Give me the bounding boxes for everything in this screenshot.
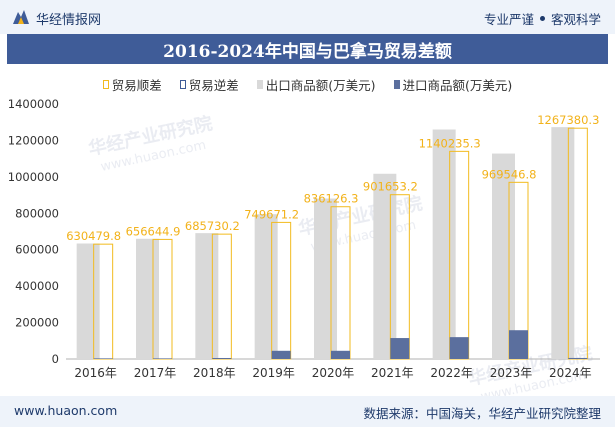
export-bar xyxy=(254,214,278,359)
export-bar xyxy=(195,233,219,359)
legend-swatch-import xyxy=(393,80,400,89)
export-bar xyxy=(492,153,515,359)
import-bar xyxy=(331,350,350,359)
data-label: 685730.2 xyxy=(185,219,240,233)
legend-label-surplus: 贸易顺差 xyxy=(111,78,162,93)
import-bar xyxy=(212,357,232,359)
separator-dot-icon xyxy=(539,16,545,21)
legend-item-import: 进口商品额(万美元) xyxy=(393,75,513,94)
legend-label-export: 出口商品额(万美元) xyxy=(265,78,376,93)
data-label: 969546.8 xyxy=(482,167,537,181)
data-label: 630479.8 xyxy=(66,229,121,243)
y-tick-label: 800000 xyxy=(15,206,59,220)
import-bar xyxy=(390,338,410,359)
data-label: 749671.2 xyxy=(244,207,299,221)
import-bar xyxy=(271,350,291,359)
y-tick-label: 1400000 xyxy=(8,97,59,111)
export-bar xyxy=(373,173,397,359)
x-tick-label: 2016年 xyxy=(74,366,117,380)
legend-label-deficit: 贸易逆差 xyxy=(188,78,239,93)
export-bar xyxy=(432,129,456,359)
legend-item-surplus: 贸易顺差 xyxy=(102,75,162,94)
y-tick-label: 0 xyxy=(52,352,59,366)
label-layer: 630479.8 656644.9 685730.2 749671.2 836126.3… xyxy=(66,113,599,243)
tagline-right: 客观科学 xyxy=(550,12,601,27)
footer-url: www.huaon.com xyxy=(14,403,118,418)
data-label: 836126.3 xyxy=(304,192,359,206)
import-bar xyxy=(93,358,113,359)
data-label: 656644.9 xyxy=(126,224,181,238)
legend-item-export: 出口商品额(万美元) xyxy=(256,75,376,94)
data-label: 1140235.3 xyxy=(419,136,481,150)
import-bar xyxy=(153,358,172,359)
data-label: 901653.2 xyxy=(363,180,418,194)
legend-swatch-deficit xyxy=(179,80,186,89)
bar-layer xyxy=(76,127,588,360)
watermark-layer: 华经产业研究院www.huaon.com华经产业研究院www.huaon.com… xyxy=(86,112,594,405)
import-bar xyxy=(449,337,469,359)
x-tick-label: 2017年 xyxy=(134,366,177,380)
x-tick-label: 2021年 xyxy=(371,366,414,380)
data-label: 1267380.3 xyxy=(537,113,599,127)
x-tick-label: 2018年 xyxy=(193,366,236,380)
x-tick-label: 2020年 xyxy=(312,366,355,380)
import-bar xyxy=(509,330,528,359)
x-tick-label: 2024年 xyxy=(549,366,592,380)
legend-swatch-export xyxy=(256,80,263,89)
x-tick-label: 2019年 xyxy=(252,366,295,380)
tagline: 专业严谨 客观科学 xyxy=(484,9,601,28)
export-bar xyxy=(314,198,337,359)
x-tick-label: 2022年 xyxy=(430,366,473,380)
header-bar: 华经情报网 专业严谨 客观科学 xyxy=(0,0,615,34)
footer-bar: www.huaon.com 数据来源：中国海关，华经产业研究院整理 xyxy=(0,396,615,427)
legend-swatch-surplus xyxy=(102,80,109,89)
y-tick-label: 1200000 xyxy=(8,133,59,147)
y-tick-label: 600000 xyxy=(15,243,59,257)
y-tick-label: 400000 xyxy=(15,279,59,293)
tagline-left: 专业严谨 xyxy=(483,12,534,27)
legend-item-deficit: 贸易逆差 xyxy=(179,75,239,94)
footer-source: 数据来源：中国海关，华经产业研究院整理 xyxy=(363,406,601,421)
y-tick-label: 1000000 xyxy=(8,170,59,184)
x-tick-label: 2023年 xyxy=(490,366,533,380)
title-bar: 2016-2024年中国与巴拿马贸易差额 xyxy=(7,34,608,64)
import-bar xyxy=(568,357,588,359)
chart-title: 2016-2024年中国与巴拿马贸易差额 xyxy=(163,41,452,62)
export-bar xyxy=(136,238,159,359)
export-bar xyxy=(76,243,100,359)
huajing-logo-icon xyxy=(13,10,29,24)
legend-label-import: 进口商品额(万美元) xyxy=(402,78,513,93)
export-bar xyxy=(551,127,575,359)
y-tick-label: 200000 xyxy=(15,316,59,330)
site-name: 华经情报网 xyxy=(36,13,102,28)
chart-legend: 贸易顺差 贸易逆差 出口商品额(万美元) 进口商品额(万美元) xyxy=(0,75,615,94)
